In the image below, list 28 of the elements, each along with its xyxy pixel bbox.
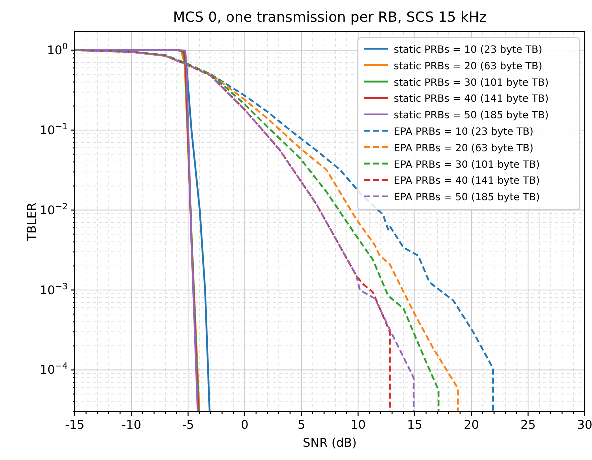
legend-label: EPA PRBs = 50 (185 byte TB) (394, 192, 540, 204)
legend-label: EPA PRBs = 10 (23 byte TB) (394, 127, 534, 138)
legend-label: EPA PRBs = 40 (141 byte TB) (394, 176, 540, 188)
y-tick-label: 10$^{−3}$ (40, 282, 68, 298)
legend-label: static PRBs = 50 (185 byte TB) (394, 110, 549, 122)
x-tick-label: -5 (182, 418, 194, 432)
x-tick-label: 15 (407, 418, 423, 432)
legend-label: static PRBs = 40 (141 byte TB) (394, 94, 549, 106)
x-tick-label: -10 (122, 418, 142, 432)
chart-title: MCS 0, one transmission per RB, SCS 15 kHz (173, 10, 487, 26)
legend-label: static PRBs = 30 (101 byte TB) (394, 78, 549, 89)
x-tick-label: 25 (520, 418, 536, 432)
x-tick-label: 20 (464, 418, 480, 432)
x-tick-label: 5 (298, 418, 306, 432)
legend-label: EPA PRBs = 20 (63 byte TB) (394, 143, 534, 154)
x-tick-label: -15 (65, 418, 85, 432)
legend-label: EPA PRBs = 30 (101 byte TB) (394, 160, 540, 171)
legend-label: static PRBs = 10 (23 byte TB) (394, 45, 543, 56)
x-axis-title: SNR (dB) (303, 436, 357, 450)
y-axis-title: TBLER (25, 202, 39, 242)
y-tick-label: 10$^{−1}$ (40, 122, 68, 138)
x-tick-label: 10 (350, 418, 366, 432)
x-tick-label: 30 (577, 418, 592, 432)
y-tick-label: 10$^{−4}$ (40, 362, 68, 378)
legend-label: static PRBs = 20 (63 byte TB) (394, 61, 543, 72)
x-tick-label: 0 (241, 418, 249, 432)
y-tick-label: 10$^{−2}$ (40, 202, 68, 218)
y-tick-label: 10$^{0}$ (47, 42, 68, 58)
